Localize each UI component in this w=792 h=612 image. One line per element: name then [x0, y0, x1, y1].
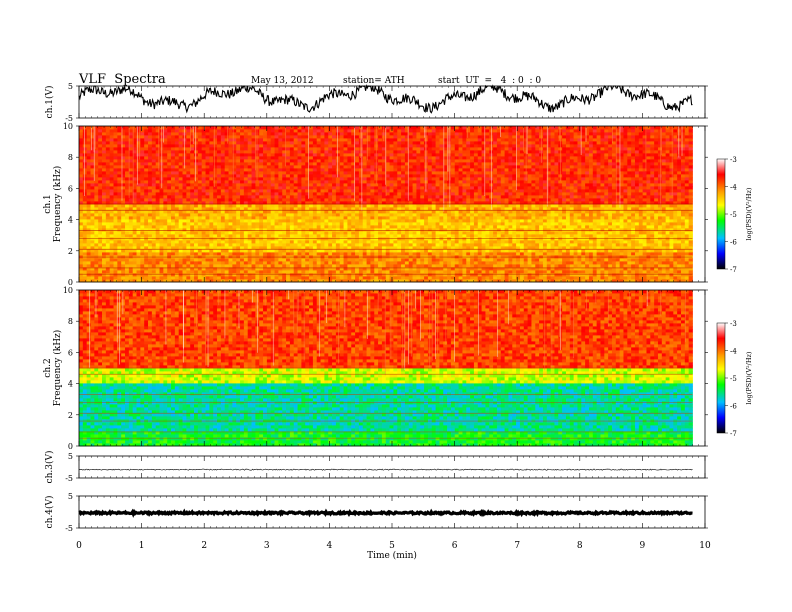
x-axis-label: Time (min) — [367, 550, 417, 561]
x-tick-label: 4 — [327, 541, 333, 551]
y-tick-label: 6 — [68, 184, 73, 193]
panel-1: 5 -5 ch.1(V) — [44, 82, 708, 123]
colorbar-tick-label: -4 — [730, 348, 737, 356]
y-tick-label: 5 — [68, 492, 73, 501]
panel-3: 10 8 6 4 2 0 ch.2 Frequency (kHz) — [43, 286, 708, 451]
y-tick-label: 5 — [68, 82, 73, 91]
colorbar-label: log(PSD)(V²/Hz) — [745, 187, 753, 240]
colorbar-tick-label: -5 — [730, 375, 737, 383]
panel-2: 10 8 6 4 2 0 ch.1 Frequency (kHz) — [43, 122, 708, 287]
y-tick-label: -5 — [65, 524, 73, 533]
x-tick-label: 0 — [76, 541, 82, 551]
station-label: station= ATH — [343, 76, 405, 86]
colorbar-1: -3 -4 -5 -6 -7 log(PSD)(V²/Hz) — [716, 156, 753, 274]
x-tick-label: 7 — [514, 541, 520, 551]
y-tick-label: 8 — [68, 317, 73, 326]
panel-5: 5 -5 ch.4(V) — [44, 492, 708, 533]
y-tick-label: 6 — [68, 348, 73, 357]
date-label: May 13, 2012 — [251, 76, 314, 86]
x-tick-label: 10 — [699, 541, 711, 551]
y-tick-label: 5 — [68, 452, 73, 461]
y-tick-label: 8 — [68, 153, 73, 162]
spectrogram-image — [79, 126, 693, 283]
y-tick-label: 2 — [68, 411, 73, 420]
colorbar-tick-label: -3 — [730, 156, 737, 164]
y-tick-label: -5 — [65, 474, 73, 483]
channel-label: ch.2 — [43, 358, 53, 377]
y-axis-label: ch.3(V) — [44, 451, 55, 484]
colorbar-tick-label: -6 — [730, 403, 737, 411]
y-tick-label: 2 — [68, 247, 73, 256]
x-tick-label: 5 — [389, 541, 395, 551]
colorbar-tick-label: -4 — [730, 184, 737, 192]
chart-title: VLF Spectra — [79, 72, 166, 87]
y-tick-label: 4 — [68, 380, 73, 389]
y-tick-label: 10 — [63, 122, 73, 131]
y-axis-label: Frequency (kHz) — [52, 166, 63, 243]
channel-label: ch.1 — [43, 194, 53, 213]
x-tick-label: 3 — [264, 541, 270, 551]
panel-4: 5 -5 ch.3(V) — [44, 451, 708, 484]
colorbar-2: -3 -4 -5 -6 -7 log(PSD)(V²/Hz) — [716, 320, 753, 438]
trace-line — [78, 508, 693, 518]
colorbar-tick-label: -3 — [730, 320, 737, 328]
x-tick-label: 1 — [139, 541, 145, 551]
colorbar-bar — [716, 322, 726, 434]
colorbar-tick-label: -7 — [730, 266, 737, 274]
y-tick-label: 0 — [68, 442, 73, 451]
colorbar-bar — [716, 158, 726, 270]
x-tick-label: 2 — [201, 541, 207, 551]
y-axis-label: ch.4(V) — [44, 496, 55, 529]
y-tick-label: -5 — [65, 114, 73, 123]
y-axis-label: Frequency (kHz) — [52, 330, 63, 407]
colorbar-label: log(PSD)(V²/Hz) — [745, 351, 753, 404]
start-time-label: start UT = 4 : 0 : 0 — [438, 76, 542, 86]
spectrogram-image — [79, 290, 693, 447]
colorbar-tick-label: -7 — [730, 430, 737, 438]
x-tick-label: 8 — [577, 541, 583, 551]
y-tick-label: 10 — [63, 286, 73, 295]
colorbar-tick-label: -6 — [730, 239, 737, 247]
y-tick-label: 0 — [68, 278, 73, 287]
colorbar-tick-label: -5 — [730, 211, 737, 219]
y-axis-label: ch.1(V) — [44, 86, 55, 119]
x-tick-label: 6 — [452, 541, 458, 551]
trace-line — [78, 468, 693, 471]
trace-line — [78, 84, 693, 114]
x-tick-label: 9 — [640, 541, 646, 551]
y-tick-label: 4 — [68, 216, 73, 225]
